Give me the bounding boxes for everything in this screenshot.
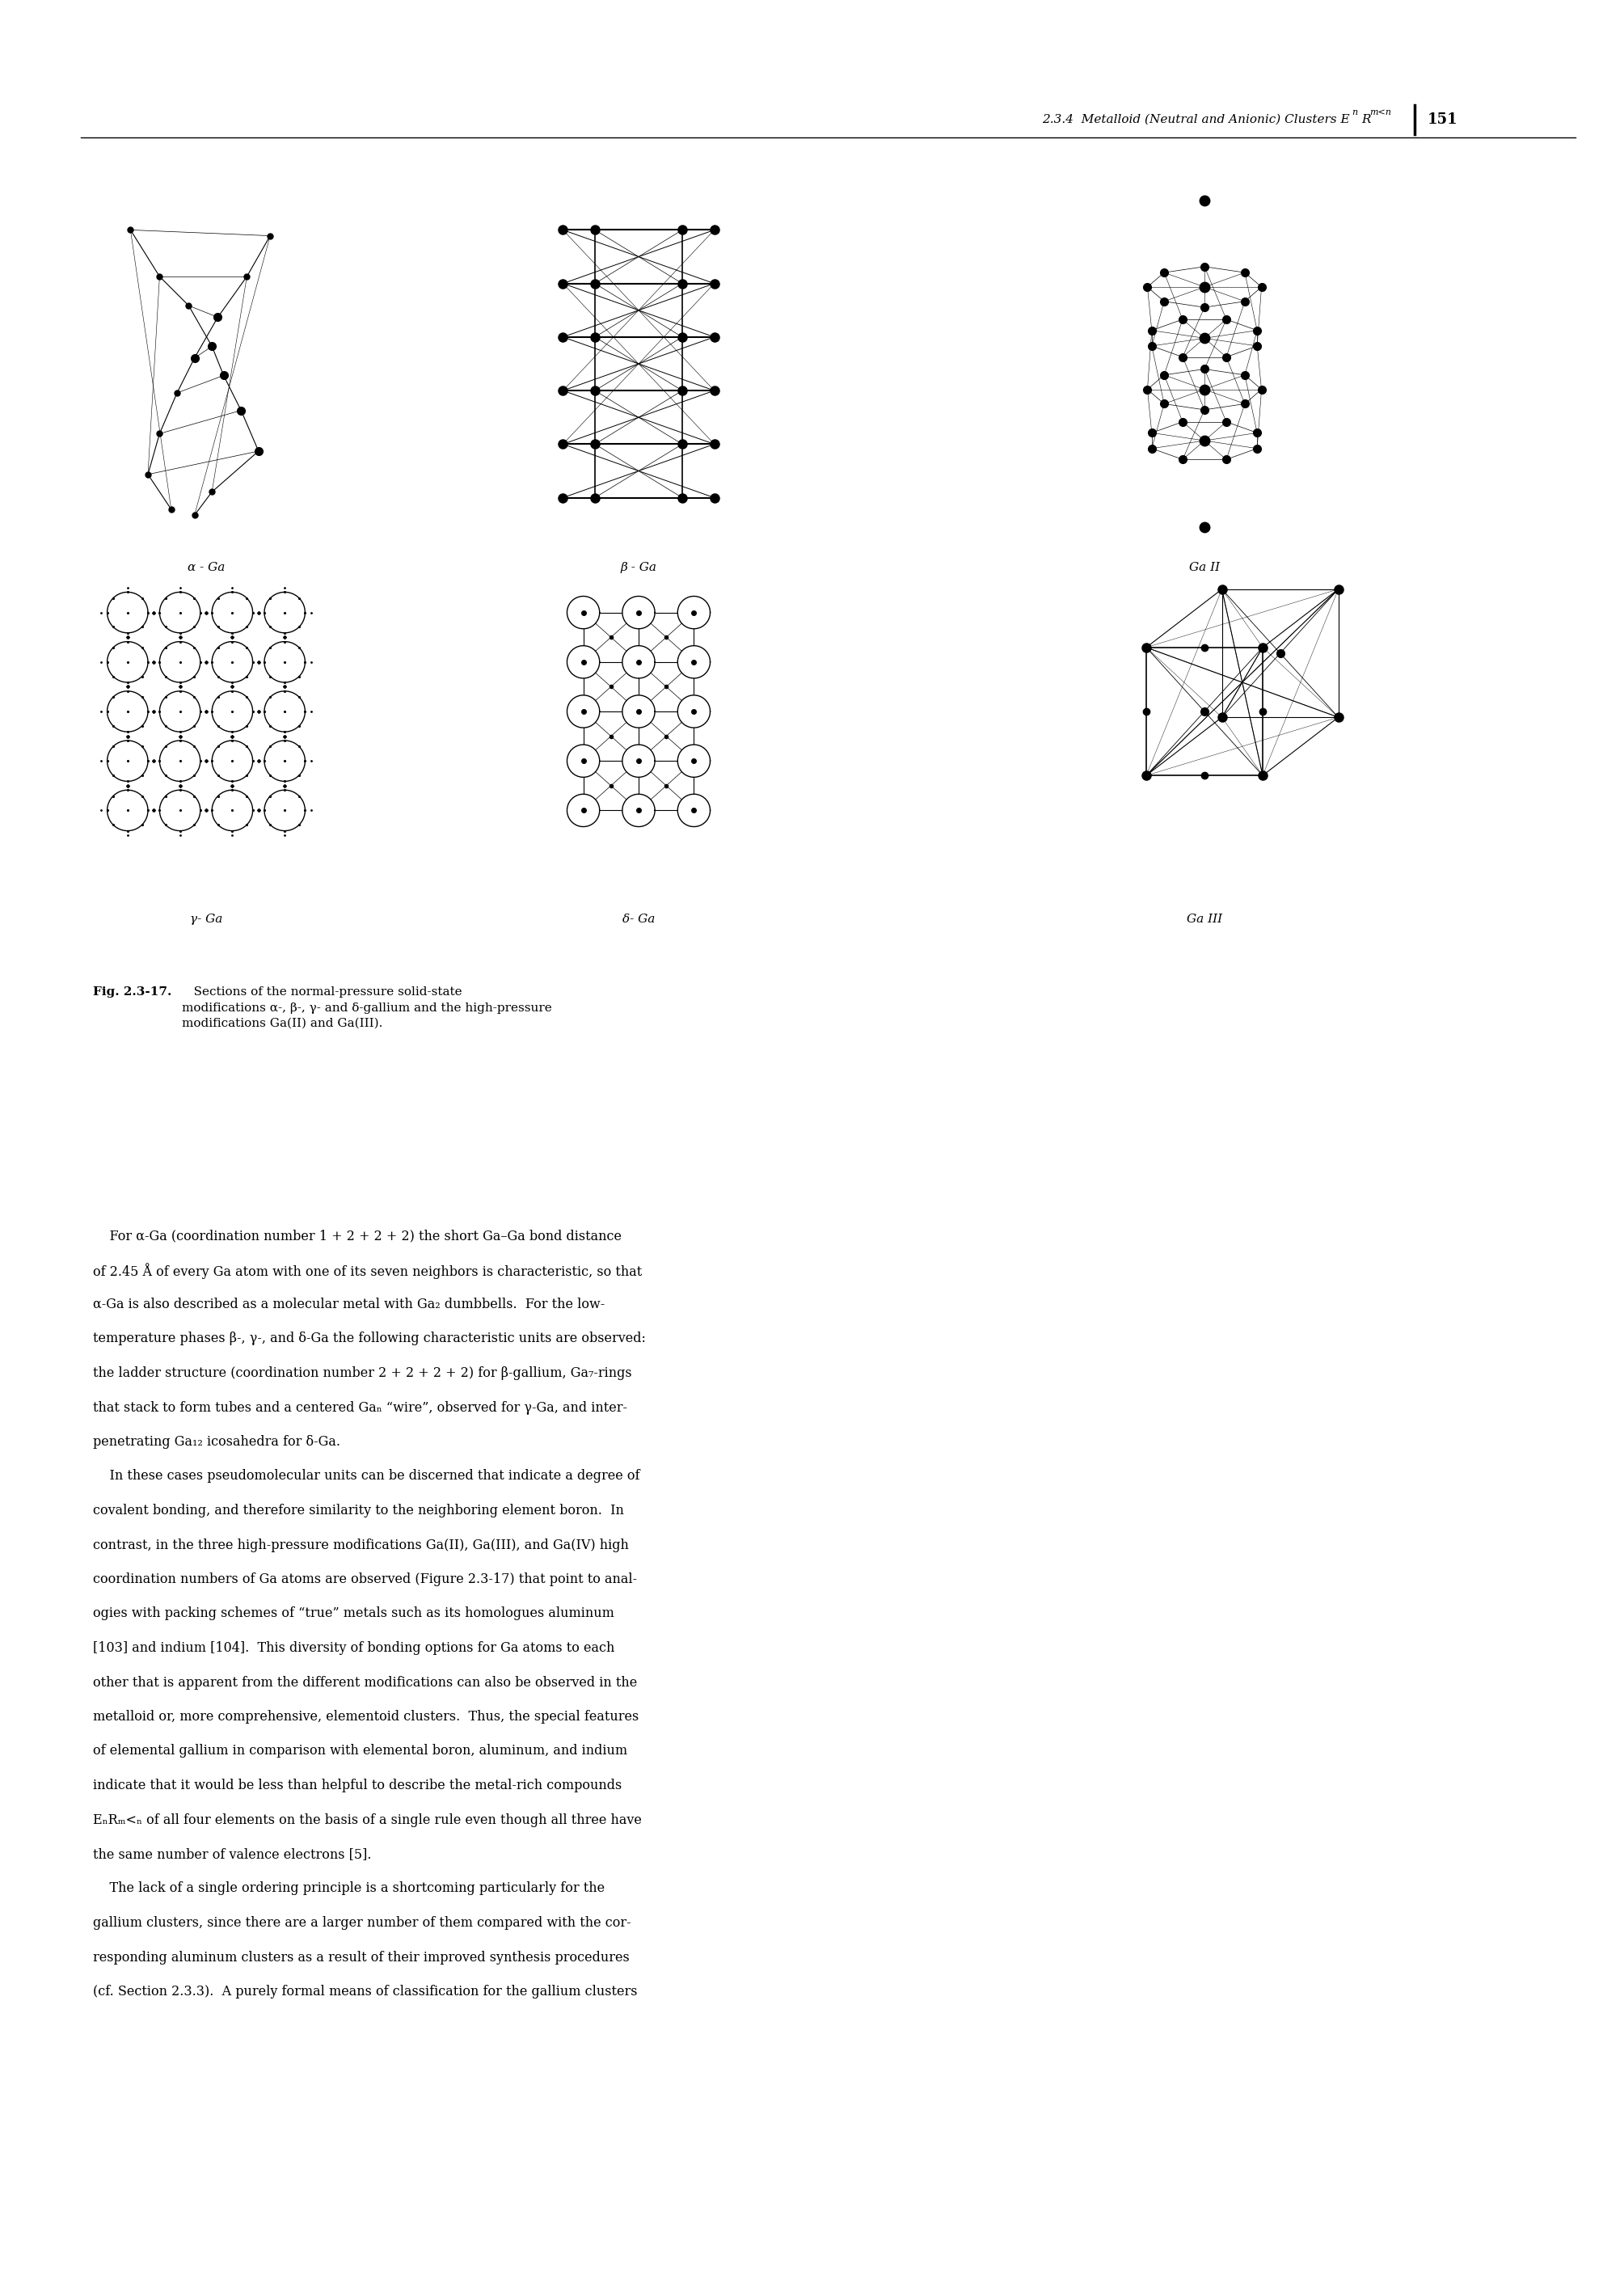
- Text: For α-Ga (coordination number 1 + 2 + 2 + 2) the short Ga–Ga bond distance: For α-Ga (coordination number 1 + 2 + 2 …: [93, 1229, 622, 1242]
- Text: covalent bonding, and therefore similarity to the neighboring element boron.  In: covalent bonding, and therefore similari…: [93, 1504, 624, 1517]
- Text: δ- Ga: δ- Ga: [622, 915, 654, 926]
- Polygon shape: [567, 694, 599, 729]
- Polygon shape: [622, 646, 654, 678]
- Polygon shape: [622, 745, 654, 777]
- Polygon shape: [567, 745, 599, 777]
- Text: Ga III: Ga III: [1187, 915, 1223, 926]
- Text: of 2.45 Å of every Ga atom with one of its seven neighbors is characteristic, so: of 2.45 Å of every Ga atom with one of i…: [93, 1263, 641, 1279]
- Polygon shape: [567, 596, 599, 628]
- Text: R: R: [1361, 115, 1371, 126]
- Polygon shape: [622, 596, 654, 628]
- Text: metalloid or, more comprehensive, elementoid clusters.  Thus, the special featur: metalloid or, more comprehensive, elemen…: [93, 1710, 638, 1724]
- Text: n: n: [1351, 108, 1358, 117]
- Polygon shape: [677, 793, 710, 827]
- Text: Sections of the normal-pressure solid-state
modifications α-, β-, γ- and δ-galli: Sections of the normal-pressure solid-st…: [182, 986, 552, 1029]
- Polygon shape: [622, 793, 654, 827]
- Text: the same number of valence electrons [5].: the same number of valence electrons [5]…: [93, 1847, 372, 1861]
- Text: ogies with packing schemes of “true” metals such as its homologues aluminum: ogies with packing schemes of “true” met…: [93, 1607, 614, 1620]
- Text: α-Ga is also described as a molecular metal with Ga₂ dumbbells.  For the low-: α-Ga is also described as a molecular me…: [93, 1297, 604, 1311]
- Text: penetrating Ga₁₂ icosahedra for δ-Ga.: penetrating Ga₁₂ icosahedra for δ-Ga.: [93, 1435, 341, 1449]
- Text: In these cases pseudomolecular units can be discerned that indicate a degree of: In these cases pseudomolecular units can…: [93, 1469, 640, 1483]
- Text: responding aluminum clusters as a result of their improved synthesis procedures: responding aluminum clusters as a result…: [93, 1950, 630, 1964]
- Text: Ga II: Ga II: [1189, 562, 1220, 573]
- Text: contrast, in the three high-pressure modifications Ga(II), Ga(III), and Ga(IV) h: contrast, in the three high-pressure mod…: [93, 1538, 628, 1552]
- Polygon shape: [567, 793, 599, 827]
- Text: 2.3.4  Metalloid (Neutral and Anionic) Clusters E: 2.3.4 Metalloid (Neutral and Anionic) Cl…: [1043, 115, 1350, 126]
- Text: temperature phases β-, γ-, and δ-Ga the following characteristic units are obser: temperature phases β-, γ-, and δ-Ga the …: [93, 1332, 646, 1345]
- Polygon shape: [677, 745, 710, 777]
- Text: EₙRₘ<ₙ of all four elements on the basis of a single rule even though all three : EₙRₘ<ₙ of all four elements on the basis…: [93, 1813, 641, 1827]
- Polygon shape: [567, 646, 599, 678]
- Text: that stack to form tubes and a centered Gaₙ “wire”, observed for γ-Ga, and inter: that stack to form tubes and a centered …: [93, 1400, 627, 1414]
- Text: gallium clusters, since there are a larger number of them compared with the cor-: gallium clusters, since there are a larg…: [93, 1916, 632, 1930]
- Polygon shape: [622, 694, 654, 729]
- Text: indicate that it would be less than helpful to describe the metal-rich compounds: indicate that it would be less than help…: [93, 1779, 622, 1792]
- Text: other that is apparent from the different modifications can also be observed in : other that is apparent from the differen…: [93, 1675, 637, 1689]
- Polygon shape: [677, 646, 710, 678]
- Text: Fig. 2.3-17.: Fig. 2.3-17.: [93, 986, 172, 997]
- Text: γ- Ga: γ- Ga: [190, 915, 222, 926]
- Text: m<n: m<n: [1369, 108, 1392, 117]
- Text: coordination numbers of Ga atoms are observed (Figure 2.3-17) that point to anal: coordination numbers of Ga atoms are obs…: [93, 1572, 637, 1586]
- Text: [103] and indium [104].  This diversity of bonding options for Ga atoms to each: [103] and indium [104]. This diversity o…: [93, 1641, 614, 1655]
- Text: the ladder structure (coordination number 2 + 2 + 2 + 2) for β-gallium, Ga₇-ring: the ladder structure (coordination numbe…: [93, 1366, 632, 1380]
- Text: (cf. Section 2.3.3).  A purely formal means of classification for the gallium cl: (cf. Section 2.3.3). A purely formal mea…: [93, 1985, 637, 1999]
- Polygon shape: [677, 596, 710, 628]
- Text: 151: 151: [1427, 112, 1458, 126]
- Text: β - Ga: β - Ga: [620, 562, 656, 573]
- Polygon shape: [677, 694, 710, 729]
- Text: of elemental gallium in comparison with elemental boron, aluminum, and indium: of elemental gallium in comparison with …: [93, 1744, 627, 1758]
- Text: α - Ga: α - Ga: [187, 562, 224, 573]
- Text: The lack of a single ordering principle is a shortcoming particularly for the: The lack of a single ordering principle …: [93, 1882, 604, 1895]
